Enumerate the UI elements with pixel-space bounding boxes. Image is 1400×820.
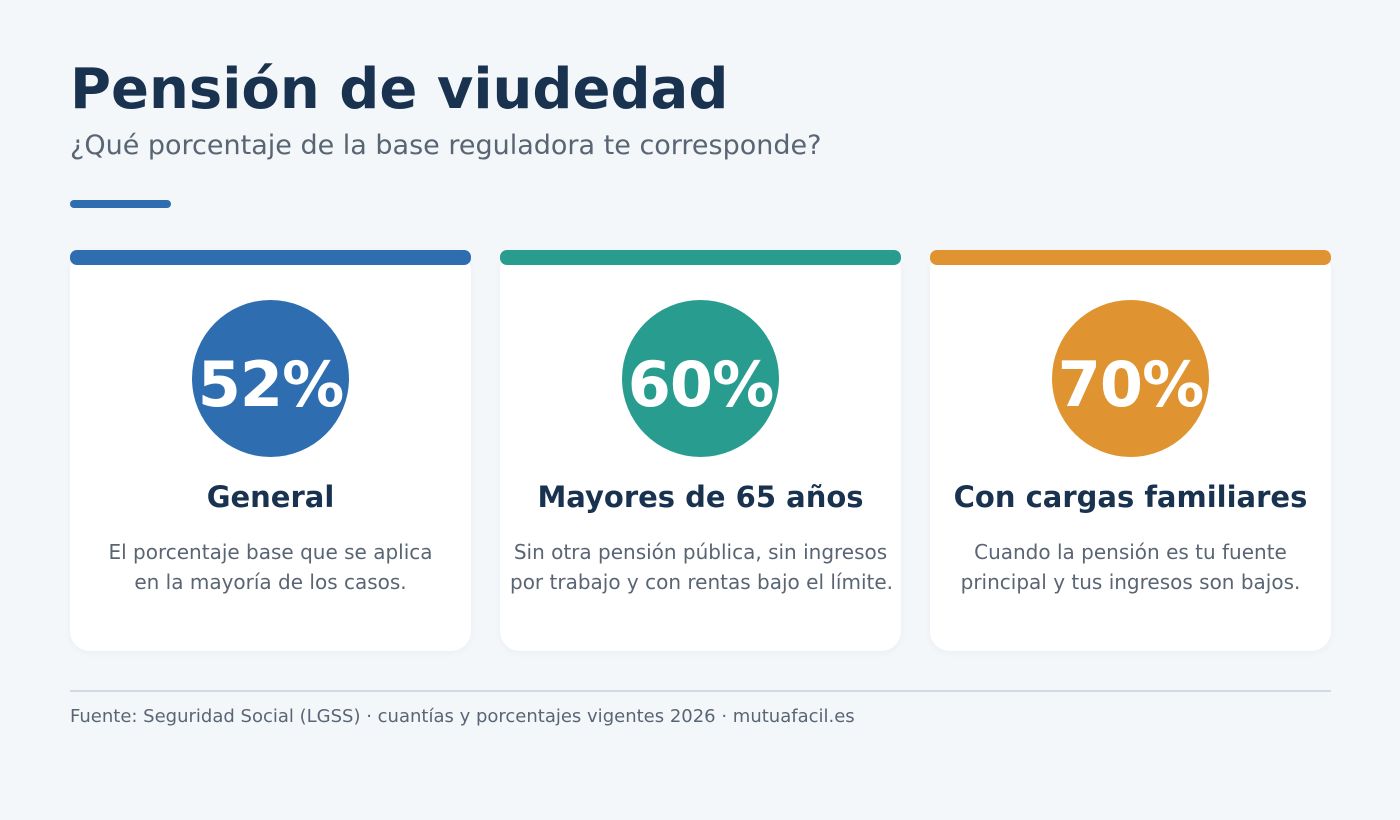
card-color-bar xyxy=(70,250,471,265)
percentage-value: 60% xyxy=(627,348,774,421)
card-description-line: por trabajo y con rentas bajo el límite. xyxy=(510,570,894,594)
card-general: 52% General El porcentaje base que se ap… xyxy=(70,250,471,651)
card-title: Con cargas familiares xyxy=(953,480,1308,514)
card-color-bar xyxy=(930,250,1331,265)
percentage-value: 52% xyxy=(197,348,344,421)
card-description-line: en la mayoría de los casos. xyxy=(134,570,407,594)
card-title: Mayores de 65 años xyxy=(537,480,864,514)
percentage-value: 70% xyxy=(1057,348,1204,421)
card-over-65: 60% Mayores de 65 años Sin otra pensión … xyxy=(500,250,901,651)
card-description-line: Cuando la pensión es tu fuente xyxy=(974,540,1287,564)
card-description-line: Sin otra pensión pública, sin ingresos xyxy=(513,540,888,564)
footer-divider xyxy=(70,690,1331,692)
percentage-circle: 70% xyxy=(1052,300,1209,457)
page-subtitle: ¿Qué porcentaje de la base reguladora te… xyxy=(70,130,822,161)
percentage-circle: 52% xyxy=(192,300,349,457)
page-title: Pensión de viudedad xyxy=(70,57,729,122)
title-accent-line xyxy=(70,200,171,208)
card-description-line: El porcentaje base que se aplica xyxy=(108,540,433,564)
card-description-line: principal y tus ingresos son bajos. xyxy=(960,570,1301,594)
card-description: El porcentaje base que se aplica en la m… xyxy=(80,537,461,597)
percentage-circle: 60% xyxy=(622,300,779,457)
card-description: Sin otra pensión pública, sin ingresos p… xyxy=(510,537,894,597)
card-description: Cuando la pensión es tu fuente principal… xyxy=(940,537,1321,597)
card-color-bar xyxy=(500,250,901,265)
card-family-dependents: 70% Con cargas familiares Cuando la pens… xyxy=(930,250,1331,651)
source-footer: Fuente: Seguridad Social (LGSS) · cuantí… xyxy=(70,706,855,727)
card-title: General xyxy=(206,480,335,514)
percentage-cards: 52% General El porcentaje base que se ap… xyxy=(70,250,1331,651)
